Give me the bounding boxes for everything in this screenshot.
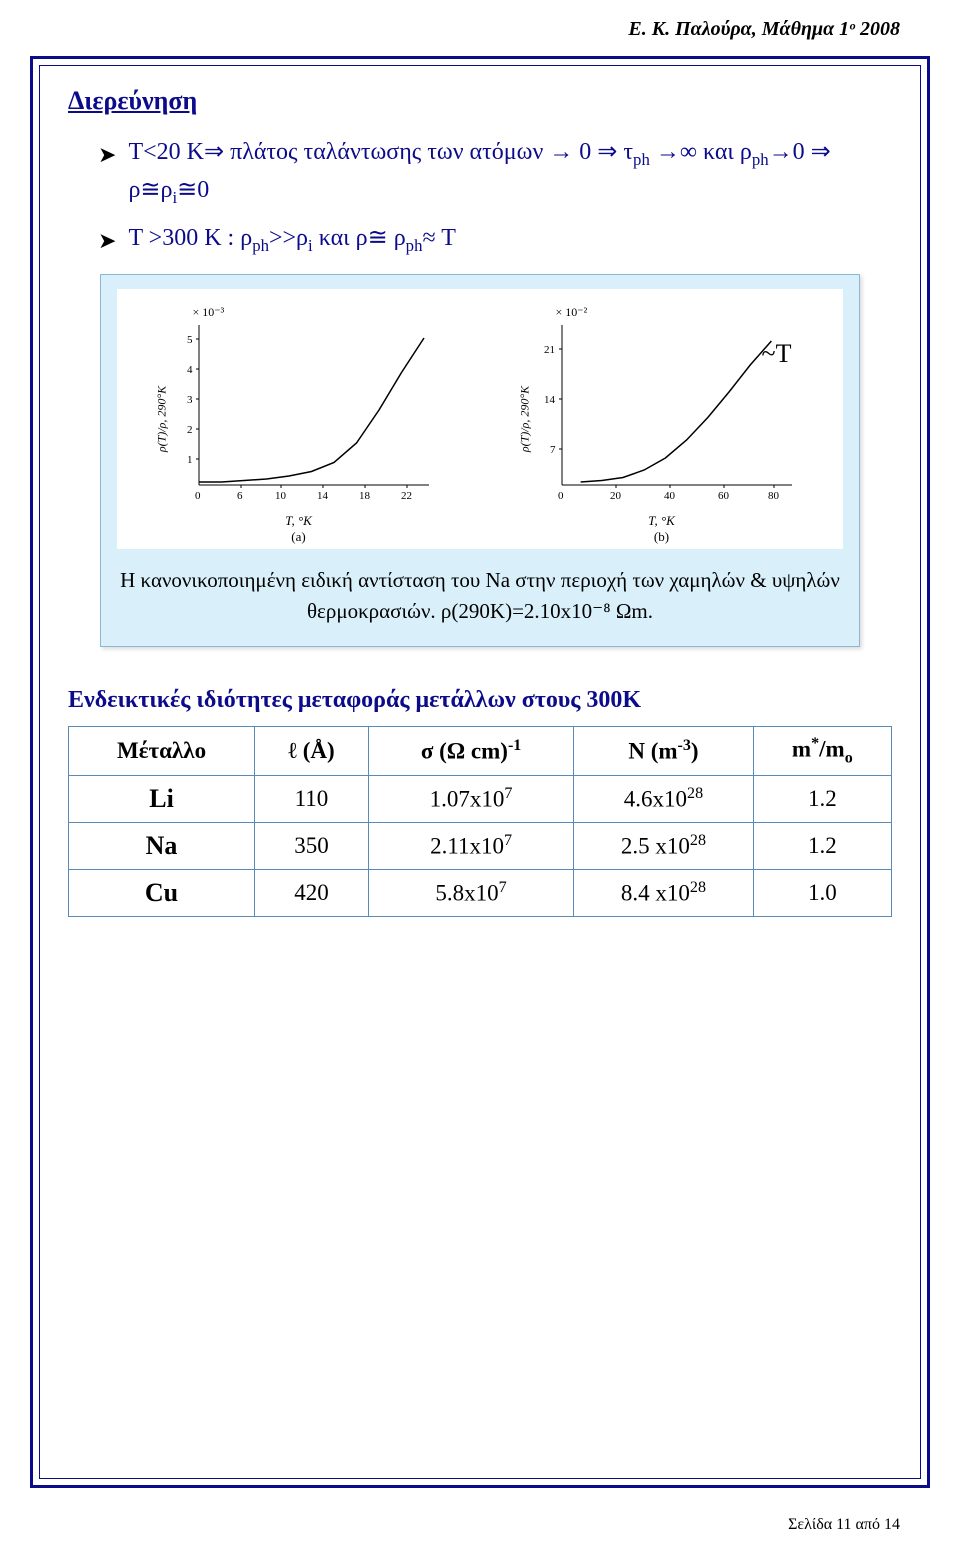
svg-text:3: 3	[187, 394, 193, 406]
bullet-2: ➤ T >300 K : ρph>>ρi και ρ≅ ρph≈ T	[98, 220, 892, 258]
figure-box: × 10⁻³ ρ(T)/ρ, 290°K 5 4 3 2 1	[100, 274, 860, 647]
outer-frame: Διερεύνηση ➤ T<20 K⇒ πλάτος ταλάντωσης τ…	[30, 56, 930, 1488]
chart-a: × 10⁻³ ρ(T)/ρ, 290°K 5 4 3 2 1	[139, 299, 459, 539]
page-header: Ε. Κ. Παλούρα, Μάθημα 1ᵒ 2008	[628, 18, 900, 41]
table-row: Cu4205.8x1078.4 x10281.0	[69, 870, 892, 917]
table-cell: 1.0	[753, 870, 891, 917]
col-metal: Μέταλλο	[69, 726, 255, 775]
table-cell: 350	[255, 823, 369, 870]
table-cell: Cu	[69, 870, 255, 917]
table-header-row: Μέταλλο ℓ (Å) σ (Ω cm)-1 N (m-3) m*/mo	[69, 726, 892, 775]
svg-text:0: 0	[195, 490, 201, 502]
svg-text:1: 1	[187, 454, 193, 466]
bullet-2-text: T >300 K : ρph>>ρi και ρ≅ ρph≈ T	[128, 220, 455, 258]
inner-frame: Διερεύνηση ➤ T<20 K⇒ πλάτος ταλάντωσης τ…	[39, 65, 921, 1479]
table-row: Li1101.07x1074.6x10281.2	[69, 776, 892, 823]
svg-text:0: 0	[558, 490, 564, 502]
chart-b: ~T × 10⁻² ρ(T)/ρ, 290°K 21 14 7 0 20	[502, 299, 822, 539]
bullet-1-text: T<20 K⇒ πλάτος ταλάντωσης των ατόμων → 0…	[128, 134, 892, 210]
col-l: ℓ (Å)	[255, 726, 369, 775]
chart-b-xlabel: T, °K	[648, 513, 675, 529]
svg-text:6: 6	[237, 490, 243, 502]
svg-text:21: 21	[544, 344, 555, 356]
chart-b-scale: × 10⁻²	[556, 305, 588, 320]
col-m: m*/mo	[753, 726, 891, 775]
table-row: Na3502.11x1072.5 x10281.2	[69, 823, 892, 870]
col-sigma: σ (Ω cm)-1	[368, 726, 573, 775]
svg-text:18: 18	[359, 490, 371, 502]
table-cell: Na	[69, 823, 255, 870]
svg-text:80: 80	[768, 490, 780, 502]
table-cell: 4.6x1028	[574, 776, 753, 823]
svg-text:4: 4	[187, 364, 193, 376]
chevron-icon: ➤	[98, 138, 116, 171]
svg-text:22: 22	[401, 490, 412, 502]
table-cell: 5.8x107	[368, 870, 573, 917]
svg-text:2: 2	[187, 424, 193, 436]
svg-text:10: 10	[275, 490, 287, 502]
svg-text:14: 14	[544, 394, 556, 406]
chart-a-svg: 5 4 3 2 1 0 6 10 14 18	[179, 325, 439, 505]
chart-b-sublabel: (b)	[654, 529, 669, 545]
table-cell: 1.2	[753, 823, 891, 870]
chart-a-xlabel: T, °K	[285, 513, 312, 529]
chart-a-sublabel: (a)	[291, 529, 305, 545]
svg-text:14: 14	[317, 490, 329, 502]
chevron-icon: ➤	[98, 224, 116, 257]
table-cell: 2.5 x1028	[574, 823, 753, 870]
chart-a-ylabel: ρ(T)/ρ, 290°K	[154, 386, 169, 452]
metals-table: Μέταλλο ℓ (Å) σ (Ω cm)-1 N (m-3) m*/mo L…	[68, 726, 892, 917]
table-cell: 8.4 x1028	[574, 870, 753, 917]
indicative-title: Ενδεικτικές ιδιότητες μεταφοράς μετάλλων…	[68, 687, 892, 714]
chart-b-ylabel: ρ(T)/ρ, 290°K	[517, 386, 532, 452]
table-cell: 2.11x107	[368, 823, 573, 870]
section-title: Διερεύνηση	[68, 86, 892, 116]
svg-text:20: 20	[610, 490, 622, 502]
svg-text:7: 7	[550, 444, 556, 456]
table-cell: 420	[255, 870, 369, 917]
svg-text:5: 5	[187, 334, 193, 346]
bullet-1: ➤ T<20 K⇒ πλάτος ταλάντωσης των ατόμων →…	[98, 134, 892, 210]
table-cell: 1.2	[753, 776, 891, 823]
page-footer: Σελίδα 11 από 14	[788, 1516, 900, 1534]
chart-a-scale: × 10⁻³	[193, 305, 225, 320]
charts-row: × 10⁻³ ρ(T)/ρ, 290°K 5 4 3 2 1	[117, 289, 843, 549]
table-cell: Li	[69, 776, 255, 823]
table-cell: 1.07x107	[368, 776, 573, 823]
table-cell: 110	[255, 776, 369, 823]
chart-b-svg: 21 14 7 0 20 40 60 80	[542, 325, 802, 505]
svg-text:60: 60	[718, 490, 730, 502]
col-n: N (m-3)	[574, 726, 753, 775]
svg-text:40: 40	[664, 490, 676, 502]
figure-caption: Η κανονικοποιημένη ειδική αντίσταση του …	[117, 565, 843, 628]
